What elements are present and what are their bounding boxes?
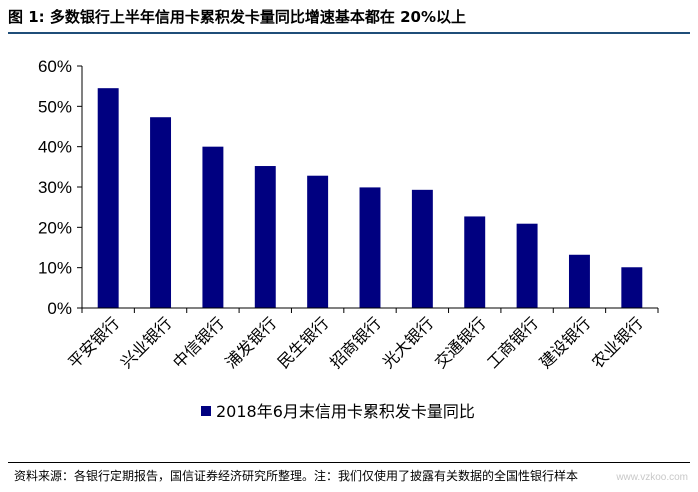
bar [97,88,119,308]
legend-swatch [201,406,211,416]
legend: 2018年6月末信用卡累积发卡量同比 [201,402,475,421]
bar [202,146,224,308]
x-tick-label: 交通银行 [431,313,490,372]
source-note: 资料来源：各银行定期报告，国信证券经济研究所整理。注：我们仅使用了披露有关数据的… [14,469,579,483]
bar [150,117,172,309]
x-tick-label: 建设银行 [536,313,595,372]
legend-label: 2018年6月末信用卡累积发卡量同比 [216,402,475,421]
x-tick-label: 工商银行 [483,313,542,372]
y-tick-label: 10% [38,259,72,278]
x-tick-label: 平安银行 [64,313,123,372]
x-tick-label: 农业银行 [588,313,647,372]
x-tick-label: 光大银行 [378,313,437,372]
bar-chart: 0% 10% 20% 30% 40% 50% 60% 平安银行兴业银行中信银行浦发银行民生银… [38,57,659,421]
y-tick-label: 50% [38,97,72,116]
bar [464,216,486,308]
bar [516,223,538,308]
y-tick-label: 30% [38,178,72,197]
x-tick-label: 中信银行 [169,313,228,372]
bars [97,88,643,309]
y-axis: 0% 10% 20% 30% 40% 50% 60% [38,57,83,318]
x-tick-label: 兴业银行 [117,313,176,372]
x-axis: 平安银行兴业银行中信银行浦发银行民生银行招商银行光大银行交通银行工商银行建设银行… [64,307,659,372]
figure-title: 图 1: 多数银行上半年信用卡累积发卡量同比增速基本都在 20%以上 [8,8,467,26]
title-divider [8,32,690,34]
x-tick-label: 民生银行 [274,313,333,372]
y-tick-label: 20% [38,218,72,237]
bar [411,189,433,308]
bar [621,267,643,308]
bar [254,166,276,308]
y-tick-label: 40% [38,138,72,157]
bar [568,254,590,308]
bar [307,175,329,308]
footer-divider [8,462,690,463]
bar [359,187,381,308]
y-tick-label: 0% [47,299,72,318]
x-tick-label: 招商银行 [326,313,385,372]
x-tick-label: 浦发银行 [221,313,280,372]
watermark: www.vzkoo.com [616,472,688,483]
y-tick-label: 60% [38,57,72,76]
